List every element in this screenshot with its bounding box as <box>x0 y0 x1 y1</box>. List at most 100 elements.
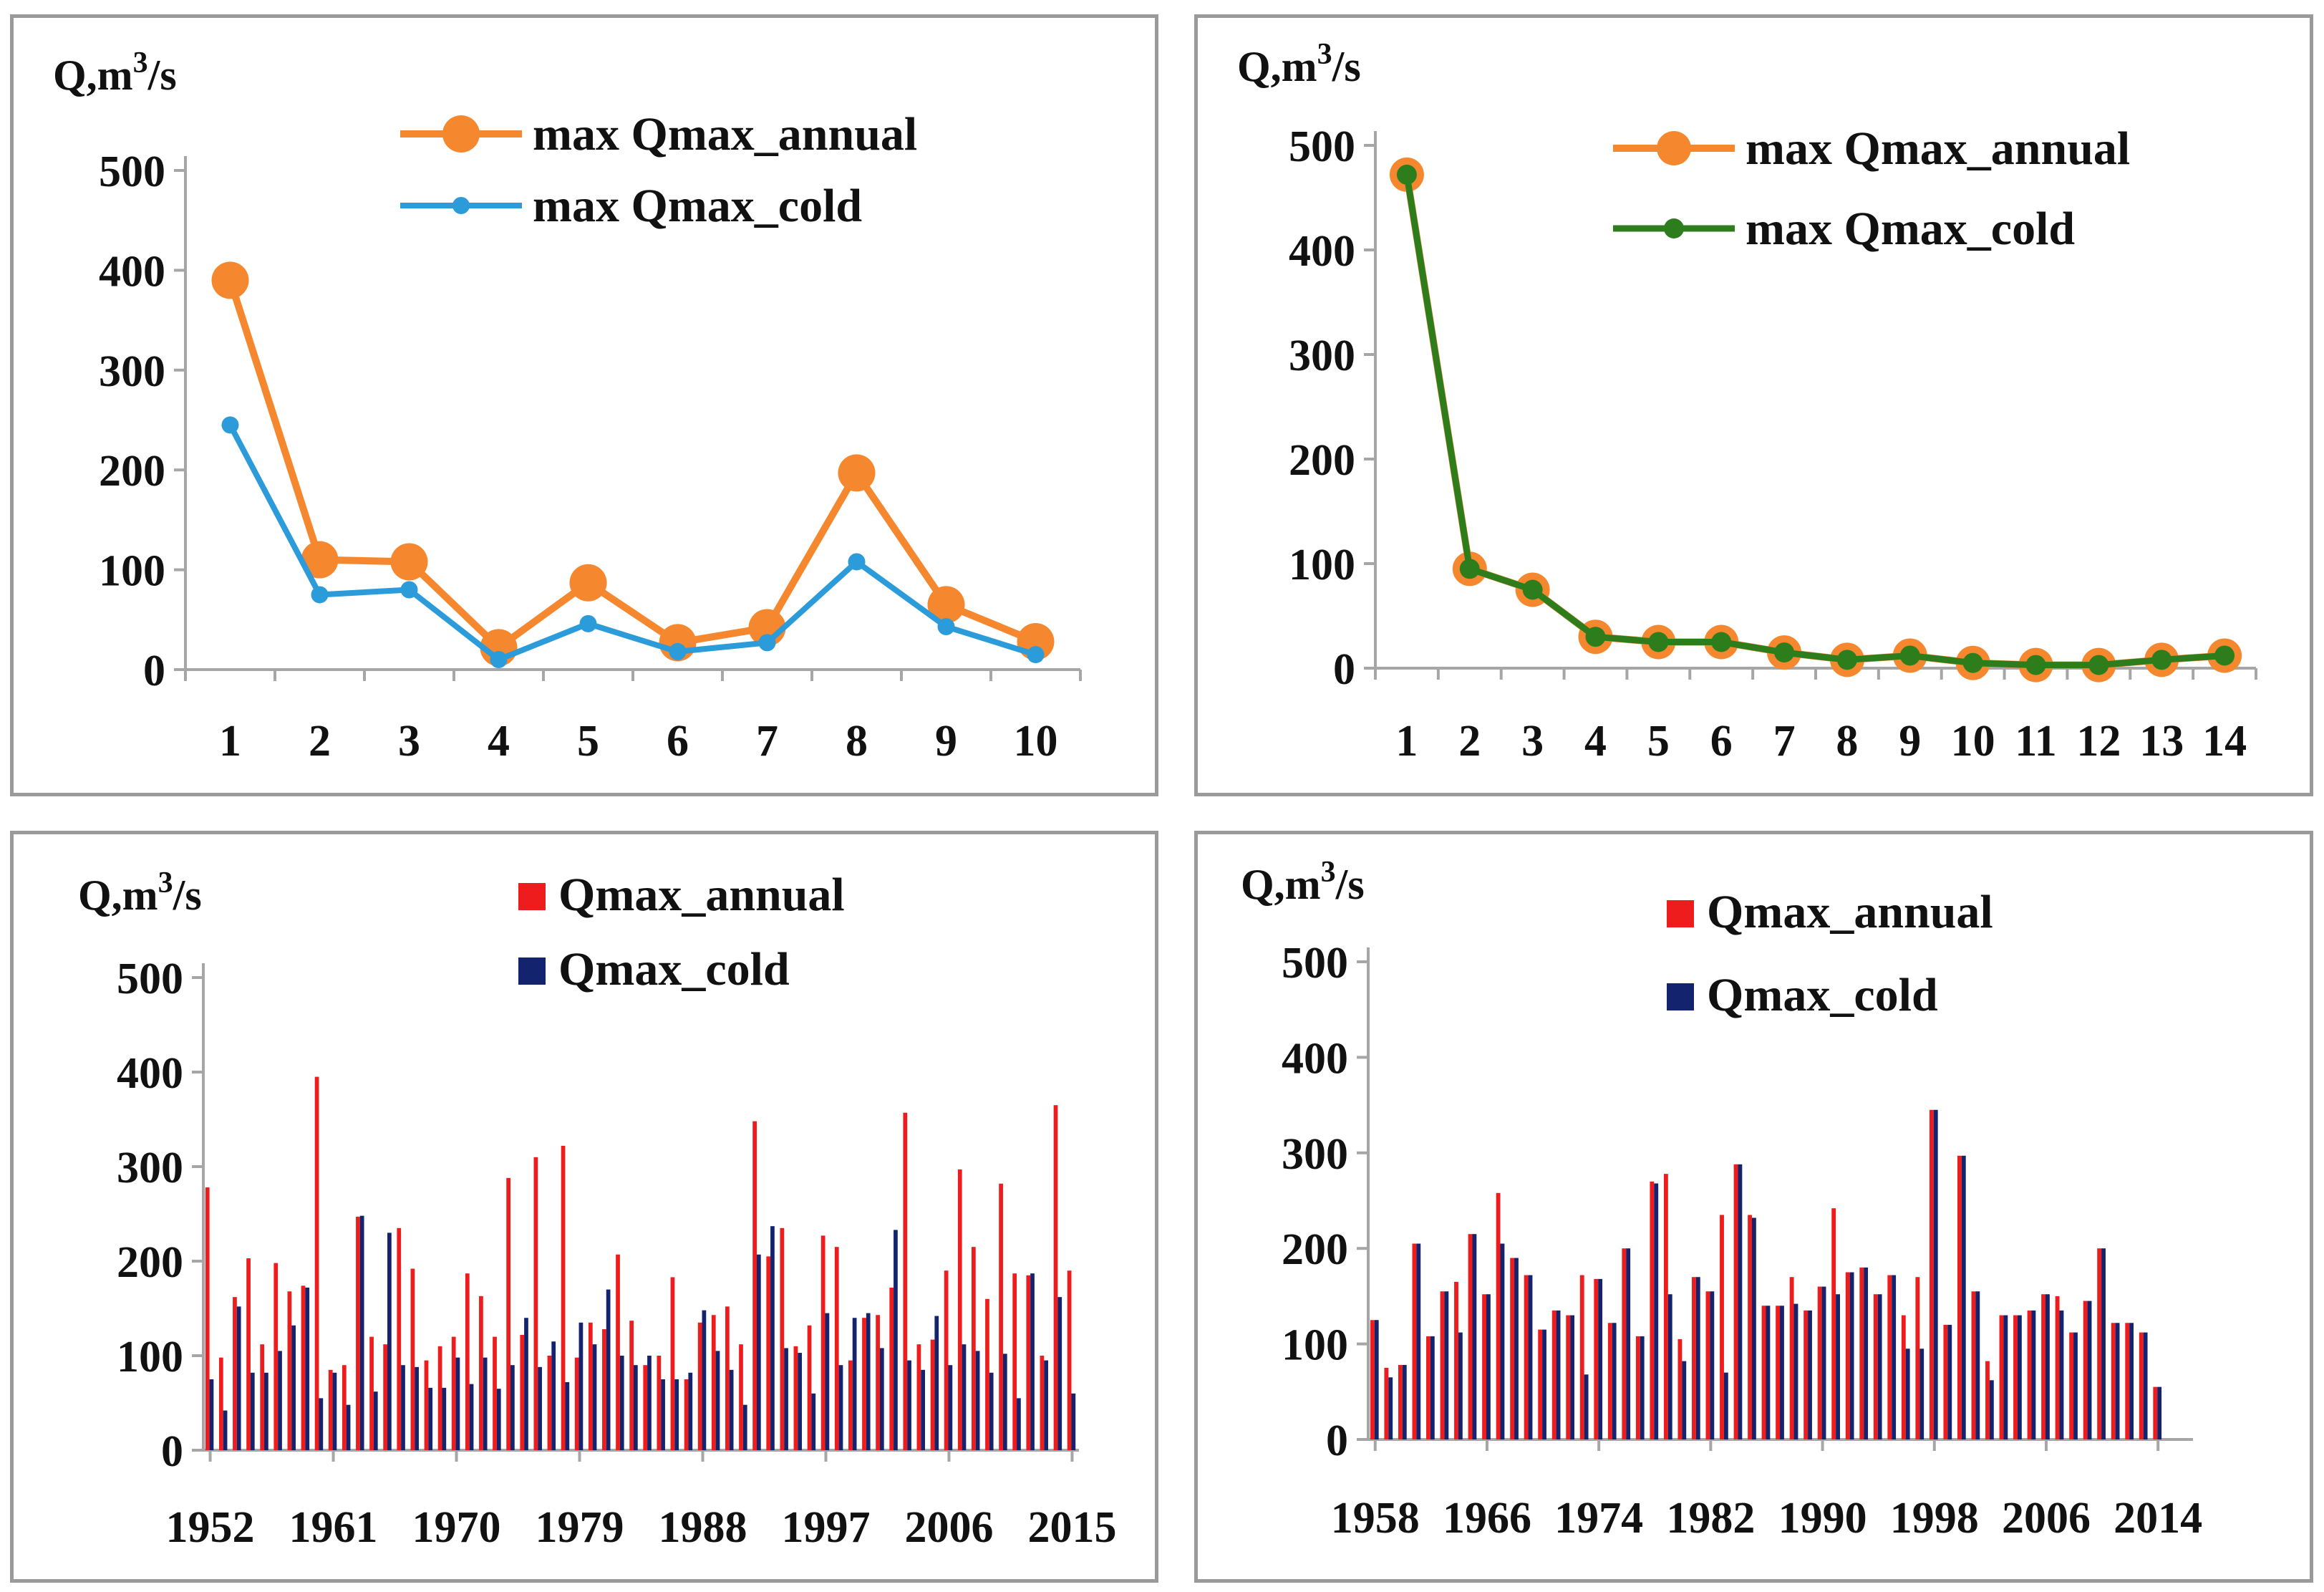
bar-qmax-annual <box>342 1365 347 1450</box>
bar-qmax-annual <box>1692 1277 1696 1439</box>
y-tick-label: 200 <box>99 447 165 496</box>
data-point-max-qmax-cold <box>1836 650 1857 670</box>
bar-qmax-annual <box>1607 1323 1612 1439</box>
bar-qmax-annual <box>1915 1277 1920 1439</box>
bar-qmax-cold <box>1793 1303 1798 1439</box>
y-tick-label: 300 <box>99 347 165 396</box>
y-tick-label: 400 <box>1282 1034 1348 1083</box>
bar-qmax-annual <box>1398 1364 1403 1439</box>
bar-qmax-annual <box>383 1344 388 1450</box>
bar-qmax-annual <box>971 1247 976 1450</box>
bar-qmax-annual <box>1440 1291 1445 1439</box>
x-tick-label: 9 <box>1899 717 1921 766</box>
bar-qmax-annual <box>711 1315 716 1450</box>
bar-qmax-cold <box>2101 1248 2106 1439</box>
bar-qmax-cold <box>1472 1234 1477 1439</box>
bar-qmax-annual <box>1040 1356 1045 1450</box>
bar-qmax-cold <box>742 1404 747 1450</box>
x-tick-label: 1 <box>1395 717 1418 766</box>
bar-qmax-cold <box>415 1366 419 1450</box>
bar-qmax-cold <box>1654 1183 1659 1439</box>
bar-qmax-annual <box>985 1298 989 1450</box>
data-point-max-qmax-cold <box>1962 652 1983 673</box>
bar-qmax-cold <box>907 1360 911 1450</box>
bar-qmax-annual <box>930 1339 935 1450</box>
bar-qmax-cold <box>1919 1349 1924 1439</box>
bar-qmax-annual <box>1412 1243 1417 1439</box>
data-point-max-qmax-cold <box>400 581 418 599</box>
x-tick-label: 3 <box>1521 717 1544 766</box>
bar-qmax-annual <box>1635 1336 1640 1439</box>
bar-qmax-annual <box>314 1076 319 1450</box>
bar-qmax-cold <box>483 1357 488 1450</box>
bar-qmax-cold <box>1892 1275 1897 1439</box>
bar-qmax-annual <box>602 1329 606 1450</box>
y-tick-label: 100 <box>1289 541 1355 589</box>
chart-panel-4: 0 100 200 300 400 500 Q,m3/s Qmax_annual Qmax_co… <box>1194 831 2313 1583</box>
bar-qmax-cold <box>1836 1294 1840 1439</box>
legend-label-max-qmax-annual: max Qmax_annual <box>533 108 917 160</box>
data-point-max-qmax-cold <box>1585 627 1606 647</box>
y-tick-label: 0 <box>161 1427 183 1476</box>
bar-qmax-cold <box>989 1372 994 1450</box>
bar-qmax-annual <box>2027 1310 2032 1439</box>
bar-qmax-cold <box>1388 1377 1393 1439</box>
legend-swatch-qmax-annual <box>518 883 546 910</box>
bar-qmax-cold <box>852 1318 857 1450</box>
y-axis-label: Q,m3/s <box>1241 856 1365 908</box>
legend-label-max-qmax-cold: max Qmax_cold <box>1746 203 2075 255</box>
bar-qmax-annual <box>1496 1192 1501 1439</box>
bar-qmax-annual <box>2041 1294 2046 1439</box>
bar-qmax-annual <box>1650 1181 1655 1439</box>
y-tick-label: 100 <box>1282 1321 1348 1370</box>
bar-qmax-cold <box>1766 1306 1771 1439</box>
legend-marker-max-qmax-annual <box>442 115 480 153</box>
y-tick-label: 500 <box>1282 939 1348 988</box>
bar-qmax-cold <box>2045 1294 2050 1439</box>
bar-qmax-annual <box>807 1325 812 1450</box>
data-point-max-qmax-annual <box>390 543 428 581</box>
bar-qmax-cold <box>538 1366 542 1450</box>
bar-qmax-annual <box>397 1227 402 1450</box>
y-tick-label: 100 <box>117 1333 183 1381</box>
bar-qmax-annual <box>1859 1267 1864 1439</box>
bar-qmax-cold <box>592 1344 597 1450</box>
bar-qmax-annual <box>684 1379 689 1450</box>
bar-qmax-cold <box>2017 1315 2022 1439</box>
bar-qmax-annual <box>369 1336 374 1450</box>
data-point-max-qmax-cold <box>2088 655 2109 675</box>
series-line-max-qmax-cold <box>1403 174 2225 669</box>
bar-qmax-annual <box>739 1344 743 1450</box>
bar-qmax-cold <box>1975 1291 1980 1439</box>
bar-qmax-annual <box>752 1121 757 1450</box>
x-tick-label: 12 <box>2076 717 2121 766</box>
bar-qmax-cold <box>250 1372 255 1450</box>
data-point-max-qmax-cold <box>1027 646 1045 664</box>
x-tick-label: 2014 <box>2114 1494 2202 1543</box>
x-tick-label: 4 <box>488 717 510 766</box>
legend-marker-max-qmax-annual <box>1657 131 1691 165</box>
bar-qmax-annual <box>1384 1367 1389 1439</box>
x-tick-label: 5 <box>577 717 599 766</box>
chart-panel-3: 0 100 200 300 400 500 Q,m3/s Qmax_annual Qmax_co… <box>10 831 1158 1583</box>
bar-qmax-cold <box>1486 1294 1491 1439</box>
bar-qmax-annual <box>1845 1272 1850 1439</box>
bar-qmax-cold <box>1947 1324 1952 1439</box>
bar-qmax-annual <box>2097 1248 2102 1439</box>
bar-qmax-annual <box>1943 1324 1948 1439</box>
legend-swatch-qmax-annual <box>1667 900 1694 927</box>
bar-qmax-annual <box>1957 1155 1962 1439</box>
bar-qmax-cold <box>319 1398 324 1450</box>
y-tick-label: 300 <box>1282 1130 1348 1179</box>
chart-panel-2: 0 100 200 300 400 500 Q,m3/s 1 2 3 4 5 6 7 8 9 10 11 12 13 1… <box>1194 14 2313 796</box>
bar-qmax-annual <box>697 1322 702 1450</box>
bar-qmax-annual <box>2055 1296 2060 1439</box>
data-point-max-qmax-annual <box>211 261 249 299</box>
bar-qmax-annual <box>1524 1275 1529 1439</box>
bar-qmax-cold <box>962 1344 967 1450</box>
bar-qmax-cold <box>1612 1323 1617 1439</box>
bar-qmax-annual <box>916 1344 921 1450</box>
bar-qmax-cold <box>551 1341 556 1450</box>
bar-qmax-annual <box>287 1291 292 1450</box>
data-point-max-qmax-cold <box>1396 164 1417 185</box>
